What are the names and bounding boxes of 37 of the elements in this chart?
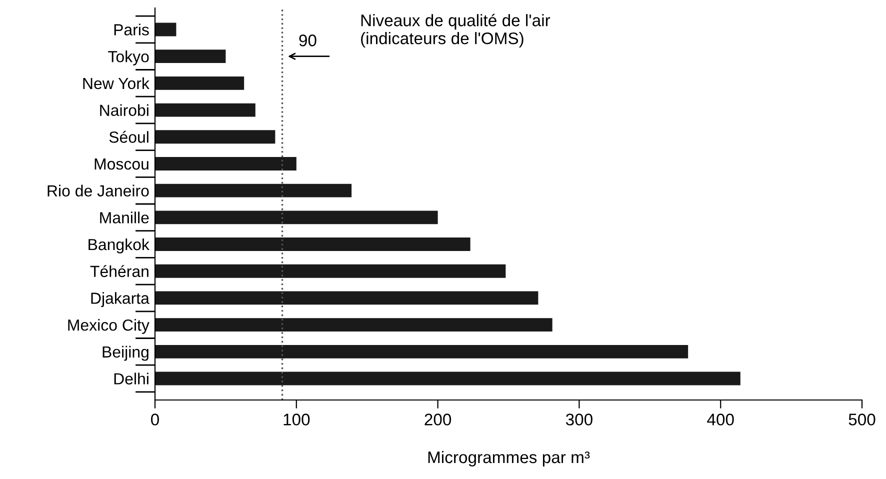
y-tick-label: Manille — [100, 212, 149, 224]
y-tick-label: Tokyo — [108, 50, 149, 66]
x-tick-label: 500 — [848, 414, 876, 426]
y-tick-label: Téhéran — [90, 265, 148, 278]
x-tick-label: 300 — [566, 414, 592, 426]
bar — [155, 130, 276, 144]
y-tick-label: Mexico City — [68, 319, 150, 334]
ref-line-label: 90 — [299, 34, 316, 46]
x-axis-title: Microgrammes par m³ — [428, 450, 590, 466]
y-tick-label: Séoul — [109, 130, 148, 143]
bar — [155, 344, 688, 358]
bar — [155, 210, 438, 224]
x-tick-label: 100 — [284, 414, 310, 426]
bar — [155, 238, 470, 251]
bar — [155, 22, 176, 36]
bar — [155, 50, 226, 64]
y-tick-label: Bangkok — [88, 238, 150, 254]
annotation: Niveaux de qualité de l'air (indicateurs de l'OMS) — [361, 14, 550, 48]
y-tick-label: New York — [83, 77, 150, 90]
bar — [155, 103, 256, 117]
bar — [155, 372, 740, 386]
x-tick-label: 200 — [424, 414, 452, 426]
y-tick-label: Moscou — [94, 158, 148, 170]
bar — [155, 76, 244, 90]
x-tick-label: 400 — [707, 414, 734, 426]
bar — [155, 157, 296, 170]
bar — [155, 184, 352, 198]
y-tick-label: Nairobi — [100, 104, 148, 116]
y-tick-label: Beijing — [102, 346, 148, 361]
bar — [155, 318, 552, 332]
x-tick-label: 0 — [151, 414, 159, 426]
y-tick-label: Rio de Janeiro — [48, 184, 149, 197]
y-tick-label: Paris — [114, 24, 149, 36]
y-tick-label: Djakarta — [91, 292, 150, 308]
bar — [155, 264, 506, 278]
bar — [155, 291, 538, 305]
y-tick-label: Delhi — [114, 372, 148, 384]
